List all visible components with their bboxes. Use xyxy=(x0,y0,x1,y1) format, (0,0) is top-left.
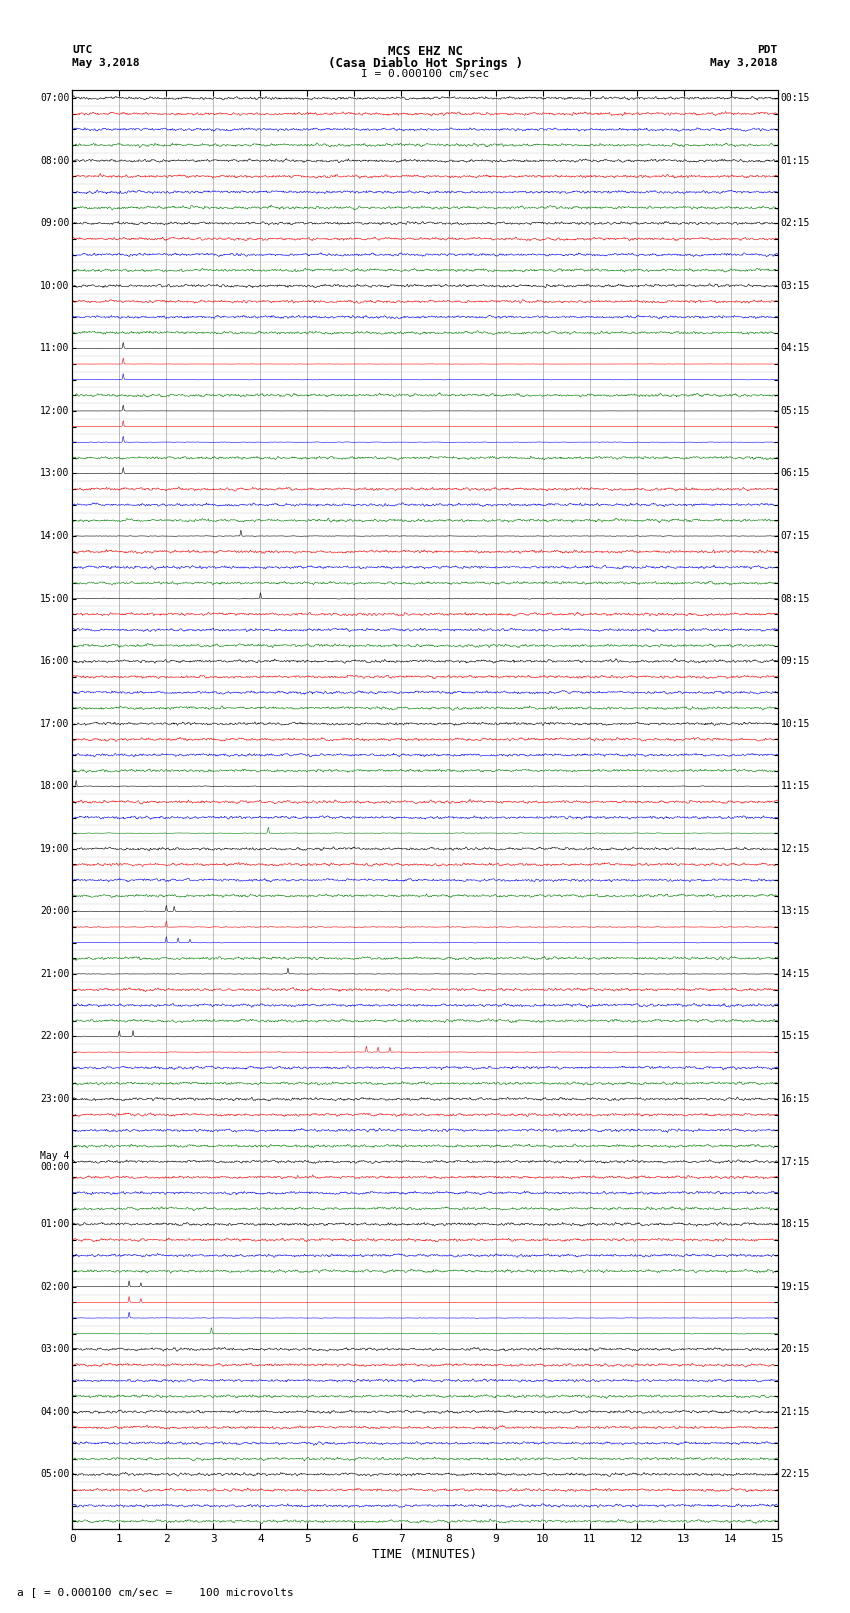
X-axis label: TIME (MINUTES): TIME (MINUTES) xyxy=(372,1548,478,1561)
Text: (Casa Diablo Hot Springs ): (Casa Diablo Hot Springs ) xyxy=(327,56,523,69)
Text: a [ = 0.000100 cm/sec =    100 microvolts: a [ = 0.000100 cm/sec = 100 microvolts xyxy=(17,1587,294,1597)
Text: MCS EHZ NC: MCS EHZ NC xyxy=(388,45,462,58)
Text: May 3,2018: May 3,2018 xyxy=(711,58,778,68)
Text: UTC: UTC xyxy=(72,45,93,55)
Text: May 3,2018: May 3,2018 xyxy=(72,58,139,68)
Text: PDT: PDT xyxy=(757,45,778,55)
Text: I = 0.000100 cm/sec: I = 0.000100 cm/sec xyxy=(361,69,489,79)
